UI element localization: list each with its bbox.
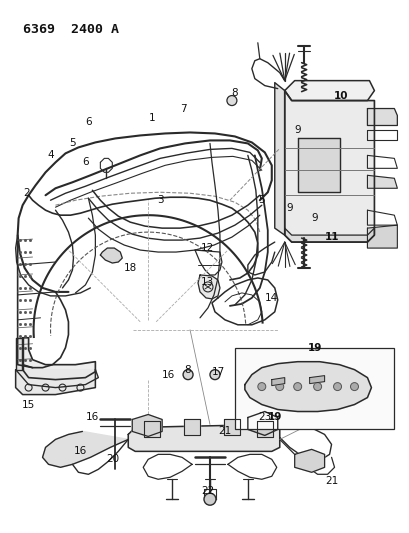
Circle shape [313, 383, 321, 391]
Text: 20: 20 [106, 454, 119, 464]
Text: 6: 6 [85, 117, 92, 127]
Polygon shape [309, 376, 324, 384]
Text: 16: 16 [85, 413, 99, 423]
Polygon shape [16, 370, 95, 394]
Text: 15: 15 [22, 400, 35, 409]
Circle shape [204, 493, 216, 505]
Text: 14: 14 [265, 293, 278, 303]
Polygon shape [244, 362, 371, 411]
Polygon shape [22, 338, 95, 379]
Polygon shape [43, 431, 128, 467]
Text: 5: 5 [258, 195, 265, 205]
Text: 3: 3 [157, 195, 163, 205]
Text: 2: 2 [23, 188, 30, 198]
Text: 16: 16 [74, 446, 87, 456]
Polygon shape [100, 248, 122, 263]
Polygon shape [247, 411, 277, 435]
Polygon shape [294, 449, 324, 472]
Text: 8: 8 [231, 87, 238, 98]
Text: 9: 9 [310, 213, 317, 223]
Polygon shape [198, 275, 219, 299]
Circle shape [350, 383, 357, 391]
Text: 17: 17 [211, 367, 224, 377]
Text: 4: 4 [47, 150, 54, 160]
Polygon shape [274, 83, 284, 235]
Text: 11: 11 [324, 232, 338, 242]
Text: 6: 6 [82, 157, 88, 167]
Text: 1: 1 [148, 112, 155, 123]
Polygon shape [132, 415, 162, 437]
Text: 21: 21 [218, 426, 231, 437]
Circle shape [183, 370, 193, 379]
Circle shape [209, 370, 219, 379]
Text: 21: 21 [324, 477, 337, 486]
Polygon shape [366, 109, 396, 125]
Polygon shape [256, 422, 272, 438]
Polygon shape [284, 80, 373, 101]
Text: 12: 12 [200, 243, 213, 253]
Text: 6369  2400 A: 6369 2400 A [22, 23, 118, 36]
Circle shape [333, 383, 341, 391]
Polygon shape [284, 228, 373, 242]
Text: 7: 7 [179, 103, 186, 114]
Circle shape [226, 95, 236, 106]
Text: 9: 9 [286, 203, 292, 213]
Text: 18: 18 [124, 263, 137, 273]
Polygon shape [297, 139, 339, 192]
Polygon shape [271, 377, 284, 385]
Text: 19: 19 [307, 343, 321, 353]
Text: 22: 22 [201, 486, 214, 496]
Polygon shape [366, 225, 396, 248]
Text: 10: 10 [333, 91, 348, 101]
Text: 19: 19 [267, 413, 281, 423]
Text: 5: 5 [69, 139, 76, 148]
Polygon shape [128, 424, 279, 451]
Text: 13: 13 [200, 277, 213, 287]
Text: 23: 23 [258, 413, 271, 423]
Circle shape [257, 383, 265, 391]
Polygon shape [144, 422, 160, 438]
Polygon shape [366, 175, 396, 188]
Circle shape [275, 383, 283, 391]
Text: 16: 16 [161, 369, 174, 379]
Polygon shape [284, 91, 373, 242]
Text: 8: 8 [184, 365, 191, 375]
Circle shape [293, 383, 301, 391]
Polygon shape [184, 419, 200, 435]
Bar [234, 348, 393, 430]
Polygon shape [16, 338, 22, 370]
Polygon shape [223, 419, 239, 435]
Text: 9: 9 [294, 125, 300, 135]
